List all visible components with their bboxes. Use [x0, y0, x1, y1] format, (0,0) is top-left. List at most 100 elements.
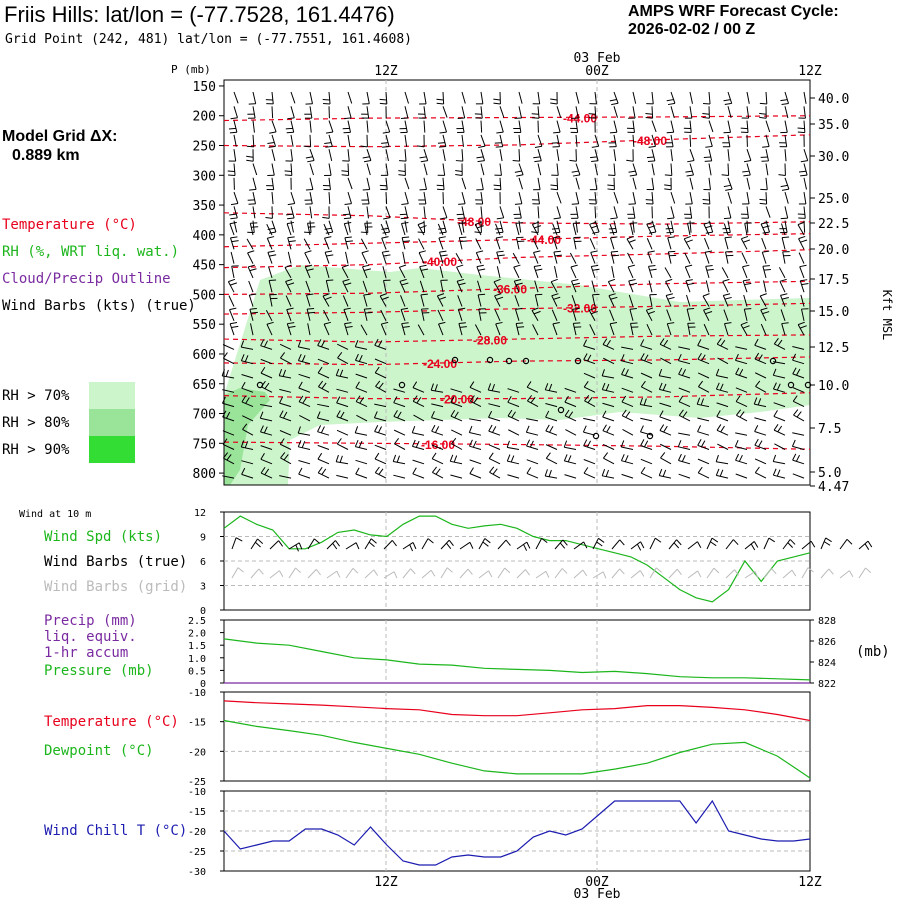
wind-barb	[651, 91, 654, 104]
wind-barb	[480, 134, 486, 147]
wind-barb	[795, 454, 801, 462]
wind-barb	[716, 424, 722, 431]
wind-barb	[410, 568, 416, 575]
wind-barb	[799, 264, 807, 268]
wind-barb	[735, 473, 748, 479]
wind-barb	[742, 325, 750, 329]
wind-barb	[492, 426, 497, 433]
wind-barb	[583, 541, 588, 549]
wind-barb	[708, 120, 714, 133]
wind-barb	[436, 98, 444, 101]
wind-barb	[727, 177, 733, 190]
wind-barb	[526, 431, 539, 436]
wind-barb	[864, 543, 870, 550]
wind-barb	[719, 383, 724, 391]
wind-barb	[550, 102, 558, 105]
wind-barb	[678, 409, 684, 416]
wind-barb	[269, 294, 273, 307]
wind-barb	[556, 106, 562, 118]
wind-barb	[754, 372, 767, 379]
wind-barb	[537, 106, 540, 119]
wind-barb	[792, 346, 805, 350]
wind-barb	[360, 324, 368, 336]
wind-barb	[373, 411, 378, 418]
wind-speed-tick-label: 9	[200, 533, 206, 544]
wind-barb	[225, 411, 231, 419]
wind-barb	[496, 296, 504, 300]
isotherm-line	[223, 302, 811, 315]
wind-barb	[640, 472, 653, 479]
wind-barb	[298, 460, 311, 465]
calm-circle	[486, 356, 494, 364]
wind-barb	[241, 467, 246, 475]
rh80-region	[224, 388, 270, 485]
wind-barb	[515, 309, 520, 321]
wind-barb	[697, 417, 710, 422]
wind-barb	[244, 441, 249, 449]
wind-barb	[667, 102, 675, 106]
wind-barb	[646, 223, 653, 236]
wind-barb	[324, 296, 332, 301]
wind-barb	[777, 339, 783, 347]
wind-barb	[286, 323, 292, 336]
wind-barb	[684, 266, 691, 279]
wind-barb	[545, 424, 550, 432]
wind-barb	[823, 541, 831, 546]
wind-barb	[290, 149, 293, 162]
height-tick-label: 30.0	[818, 150, 849, 165]
wind-barb	[268, 280, 273, 293]
wind-barb	[664, 184, 672, 187]
wind-barb	[800, 160, 808, 163]
wind-barb	[575, 106, 579, 119]
wind-barb	[659, 375, 672, 379]
wind-barb	[438, 227, 446, 230]
wind-barb	[419, 280, 425, 293]
wind-barb	[648, 264, 656, 267]
wind-barb	[513, 266, 520, 279]
wind-barb	[535, 538, 543, 550]
wind-barb	[583, 386, 596, 393]
wind-barb	[298, 360, 311, 365]
wind-barb	[613, 220, 618, 233]
wind-barb	[352, 567, 359, 574]
wind-barb	[306, 293, 314, 296]
wind-barb	[344, 221, 352, 225]
wind-barb	[651, 177, 655, 190]
wind-barb	[803, 106, 806, 119]
wind-barb	[361, 252, 368, 264]
wind-barb	[663, 339, 669, 347]
wind-barb	[746, 163, 751, 176]
wind-barb	[792, 359, 805, 365]
wind-barb	[625, 411, 631, 418]
wind-barb	[583, 439, 588, 447]
wind-barb	[687, 323, 691, 336]
wind-barb	[727, 120, 731, 133]
wind-barb	[297, 426, 301, 434]
wind-barb	[659, 343, 672, 350]
wind-barb	[564, 446, 577, 450]
wind-barb	[417, 224, 425, 236]
wind-barb	[421, 538, 429, 550]
wind-barb	[222, 475, 235, 479]
wind-barb	[629, 174, 637, 177]
wind-barb	[507, 395, 512, 403]
wind-barb	[773, 402, 786, 408]
wind-barb	[548, 469, 552, 477]
wind-barb	[252, 106, 256, 119]
wind-barb	[431, 458, 444, 465]
wind-barb	[404, 191, 409, 204]
wind-barb	[754, 458, 767, 465]
wind-barb	[230, 217, 238, 220]
wind-barb	[431, 403, 444, 408]
wind-barb	[336, 416, 349, 422]
windchill-line	[223, 799, 811, 866]
wind-barb	[594, 106, 597, 119]
wind-barb	[534, 264, 542, 268]
wind-barb	[442, 177, 445, 190]
wind-barb	[222, 402, 235, 408]
wind-barb	[438, 323, 444, 336]
wind-barb	[759, 202, 767, 205]
wind-barb	[250, 311, 258, 314]
wind-barb	[799, 280, 805, 293]
wind-barb	[698, 386, 710, 393]
